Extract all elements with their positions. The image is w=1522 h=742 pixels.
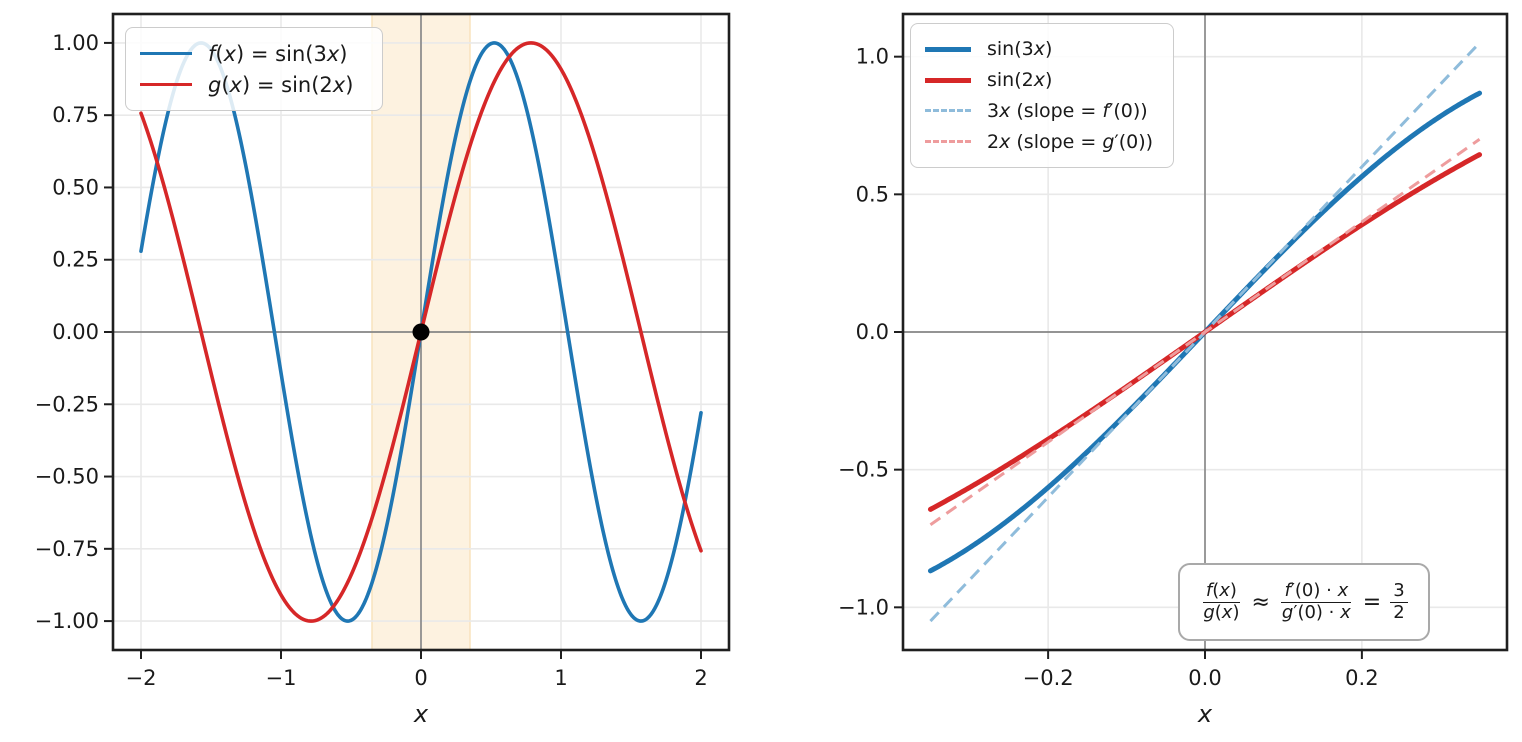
y-tick-label: −1.00 <box>35 609 99 633</box>
y-tick-label: −0.5 <box>838 458 889 482</box>
legend-item: 2x (slope = g′(0)) <box>925 131 1155 153</box>
legend-label: 3x (slope = f′(0)) <box>987 99 1148 122</box>
x-tick-label: 2 <box>694 666 707 690</box>
x-tick-label: −2 <box>126 666 157 690</box>
legend-label: f(x) = sin(3x) <box>208 41 348 66</box>
line-swatch-icon <box>140 83 192 86</box>
y-tick-label: 0.75 <box>52 103 99 127</box>
x-tick-label: −0.2 <box>1023 666 1074 690</box>
y-tick-label: 0.00 <box>52 320 99 344</box>
result-denominator: 2 <box>1393 601 1405 623</box>
dashed-line-swatch-icon <box>925 140 971 144</box>
y-tick-label: −0.50 <box>35 465 99 489</box>
x-tick-label: −1 <box>266 666 297 690</box>
lhs-denominator: g(x) <box>1203 601 1240 623</box>
result-numerator: 3 <box>1390 580 1408 603</box>
y-tick-label: 0.25 <box>52 248 99 272</box>
x-tick-label: 0.2 <box>1345 666 1378 690</box>
y-tick-label: 0.5 <box>856 182 889 206</box>
result-fraction: 3 2 <box>1390 580 1408 623</box>
x-tick-label: 0.0 <box>1188 666 1221 690</box>
curve-2x-slope-g-0 <box>929 138 1481 526</box>
y-tick-label: −1.0 <box>838 595 889 619</box>
right-plot: −0.2 0.0 0.2 1.0 0.5 0.0 −0.5 −1.0 x <box>838 12 1509 728</box>
rhs-fraction: f′(0) · x g′(0) · x <box>1279 580 1354 623</box>
legend-item: sin(2x) <box>925 69 1155 91</box>
line-swatch-icon <box>140 52 192 55</box>
equals-sign: = <box>1362 589 1382 615</box>
line-swatch-icon <box>925 46 971 52</box>
legend-left-plot: f(x) = sin(3x) g(x) = sin(2x) <box>125 27 383 111</box>
rhs-numerator: f′(0) · x <box>1281 580 1352 603</box>
rhs-denominator: g′(0) · x <box>1281 601 1351 623</box>
y-tick-label: 0.50 <box>52 175 99 199</box>
y-tick-label: −0.25 <box>35 392 99 416</box>
origin-point <box>412 323 430 341</box>
x-axis-label: x <box>413 700 429 728</box>
legend-item: f(x) = sin(3x) <box>140 42 364 66</box>
y-tick-label: 0.0 <box>856 320 889 344</box>
x-tick-label: 1 <box>554 666 567 690</box>
left-plot: −2 −1 0 1 2 1.00 0.75 0.50 0.25 0.00 −0.25 −0.50 −0.… <box>35 12 731 728</box>
line-swatch-icon <box>925 77 971 83</box>
legend-label: sin(3x) <box>987 38 1053 61</box>
legend-item: g(x) = sin(2x) <box>140 73 364 97</box>
x-tick-label: 0 <box>414 666 427 690</box>
legend-item: sin(3x) <box>925 38 1155 60</box>
approx-sign: ≈ <box>1251 589 1270 615</box>
lhs-fraction: f(x) g(x) <box>1200 580 1242 623</box>
formula-annotation: f(x) g(x) ≈ f′(0) · x g′(0) · x = 3 2 <box>1178 563 1430 641</box>
y-tick-label: 1.00 <box>52 31 99 55</box>
legend-right-plot: sin(3x) sin(2x) 3x (slope = f′(0)) 2x (slop… <box>910 23 1174 168</box>
legend-label: 2x (slope = g′(0)) <box>987 130 1154 153</box>
legend-item: 3x (slope = f′(0)) <box>925 100 1155 122</box>
lhs-numerator: f(x) <box>1202 580 1240 603</box>
y-tick-label: −0.75 <box>35 537 99 561</box>
x-axis-label: x <box>1197 700 1213 728</box>
y-tick-label: 1.0 <box>856 45 889 69</box>
legend-label: g(x) = sin(2x) <box>208 72 354 97</box>
dashed-line-swatch-icon <box>925 109 971 113</box>
legend-label: sin(2x) <box>987 69 1053 92</box>
